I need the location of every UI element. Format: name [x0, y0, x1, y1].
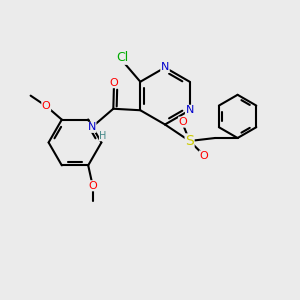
Text: O: O: [42, 101, 51, 111]
Text: O: O: [178, 117, 188, 127]
Text: N: N: [88, 122, 96, 132]
Text: S: S: [185, 134, 194, 148]
Text: O: O: [199, 151, 208, 161]
Text: N: N: [161, 62, 169, 73]
Text: Cl: Cl: [116, 51, 128, 64]
Text: O: O: [88, 181, 97, 191]
Text: N: N: [185, 105, 194, 115]
Text: H: H: [99, 131, 107, 141]
Text: O: O: [110, 78, 118, 88]
